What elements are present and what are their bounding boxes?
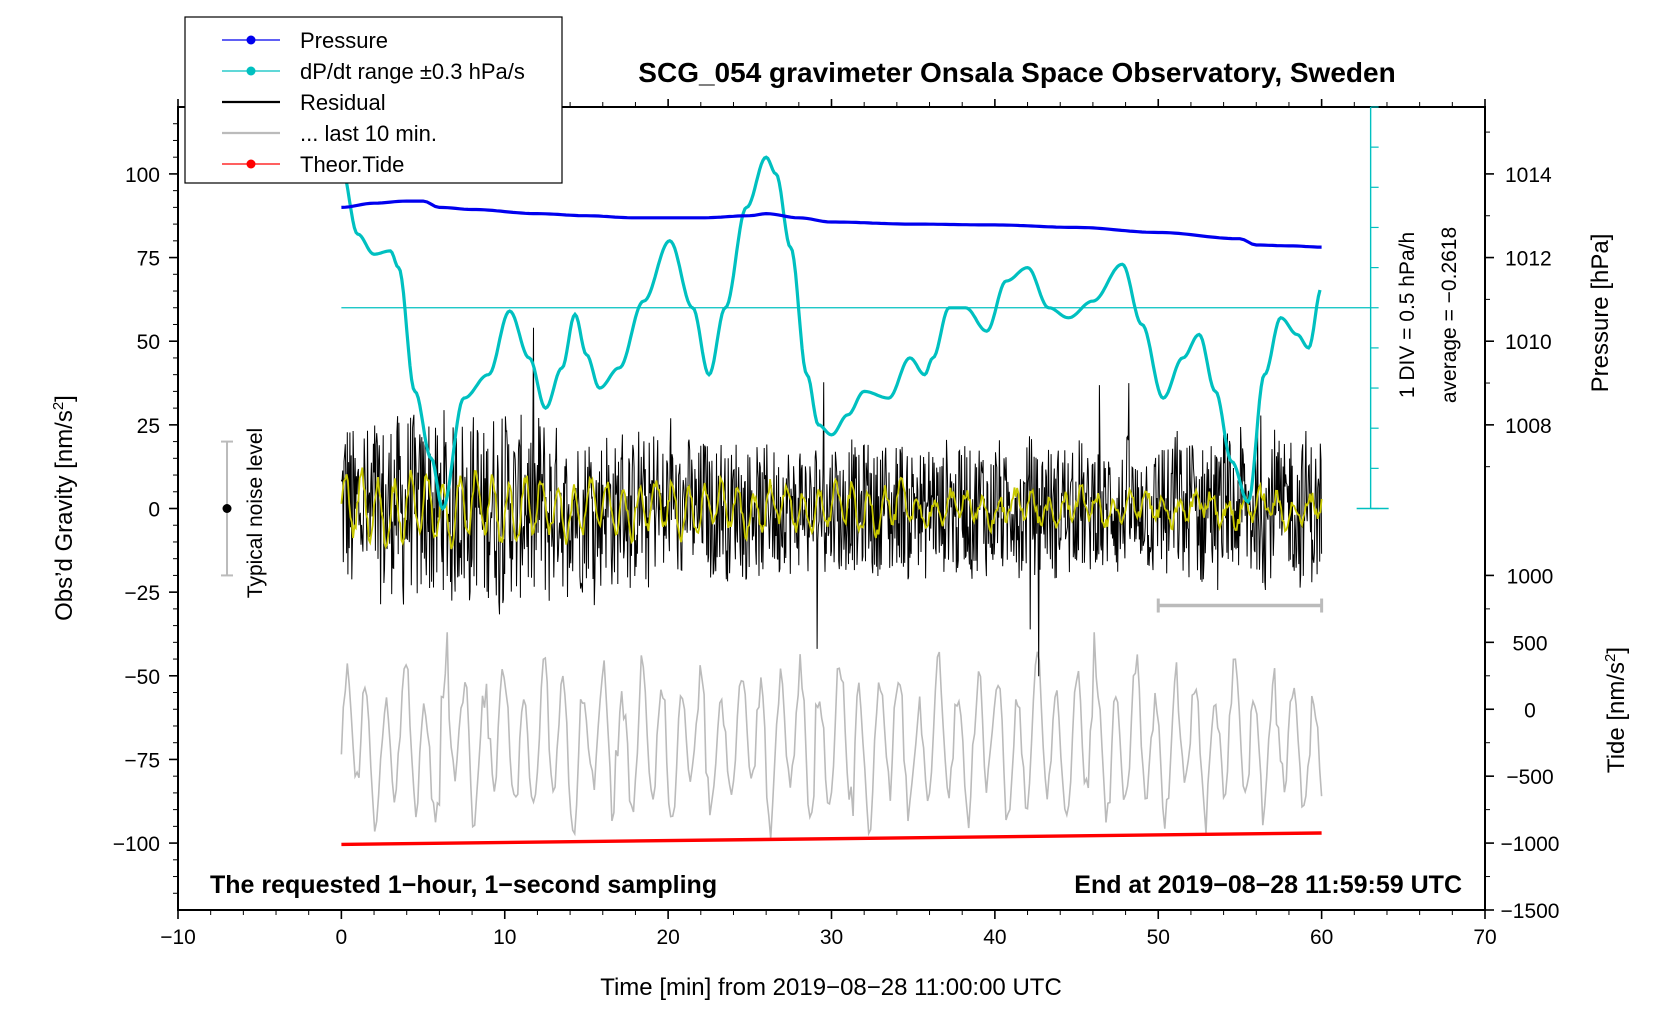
legend-label-pressure: Pressure [300, 28, 388, 53]
pressure-tick-label: 1012 [1505, 248, 1552, 271]
dpdt-average-label: average = −0.2618 [1438, 227, 1461, 403]
y-tick-label: 25 [137, 415, 160, 438]
y-axis-label-close: ] [51, 395, 78, 402]
y-tick-label: 75 [137, 248, 160, 271]
noise-level-label: Typical noise level [244, 428, 267, 598]
legend-label-residual: Residual [300, 90, 386, 115]
y-axis-label-sup: 2 [50, 402, 67, 410]
y-tick-label: −75 [124, 749, 160, 772]
y-tick-label: −100 [113, 833, 160, 856]
x-tick-label: 20 [656, 926, 679, 949]
tide-tick-label: 1000 [1507, 565, 1554, 588]
pressure-axis-ticks: 1008 1010 1012 1014 [1485, 131, 1552, 468]
y-tick-label: −50 [124, 666, 160, 689]
y-axis-ticks: −100 −75 −50 −25 0 25 50 75 100 [113, 123, 178, 894]
chart-title: SCG_054 gravimeter Onsala Space Observat… [638, 57, 1395, 88]
annotation-end-time: End at 2019−08−28 11:59:59 UTC [1074, 871, 1462, 899]
y-axis-label-main: Obs’d Gravity [nm/s [51, 410, 78, 621]
series-theor-tide-line [341, 831, 1322, 847]
pressure-tick-label: 1014 [1505, 164, 1552, 187]
tide-tick-label: 500 [1512, 632, 1547, 655]
tide-axis-label-sup: 2 [1602, 654, 1619, 662]
tide-tick-label: −1500 [1501, 900, 1560, 923]
annotation-sampling: The requested 1−hour, 1−second sampling [210, 871, 717, 899]
x-tick-label: 0 [336, 926, 348, 949]
tide-tick-label: 0 [1524, 699, 1536, 722]
legend-label-dpdt: dP/dt range ±0.3 hPa/s [300, 59, 525, 84]
tide-axis-ticks: −1500 −1000 −500 0 500 1000 [1485, 565, 1559, 923]
series-last-10-min-line [340, 632, 1323, 839]
x-tick-label: 70 [1473, 926, 1496, 949]
legend-marker-tide [246, 159, 256, 169]
legend-label-tide: Theor.Tide [300, 152, 404, 177]
tide-tick-label: −1000 [1501, 833, 1560, 856]
series-residual-line [340, 327, 1323, 677]
x-tick-label: 10 [493, 926, 516, 949]
tide-axis-label-main: Tide [nm/s [1603, 662, 1630, 773]
y-tick-label: 0 [148, 499, 160, 522]
y-tick-label: 100 [125, 164, 160, 187]
y-axis-label: Obs’d Gravity [nm/s2] [50, 395, 78, 621]
legend-marker-pressure [246, 35, 256, 45]
series-residual-smoothed-line [340, 467, 1323, 550]
series-pressure-line [341, 199, 1322, 249]
y-tick-label: −25 [124, 582, 160, 605]
noise-bar-center-dot [222, 504, 232, 513]
x-tick-label: 40 [983, 926, 1006, 949]
legend-marker-dpdt [246, 66, 256, 76]
noise-level-bar [221, 440, 234, 577]
tide-axis-label: Tide [nm/s2] [1602, 647, 1630, 773]
y-tick-label: 50 [137, 331, 160, 354]
pressure-axis-label: Pressure [hPa] [1587, 234, 1614, 393]
tide-tick-label: −500 [1506, 766, 1553, 789]
dpdt-div-label: 1 DIV = 0.5 hPa/h [1396, 232, 1419, 398]
pressure-tick-label: 1008 [1505, 415, 1552, 438]
x-axis-label: Time [min] from 2019−08−28 11:00:00 UTC [600, 974, 1062, 1001]
legend-box [184, 16, 563, 184]
pressure-tick-label: 1010 [1505, 331, 1552, 354]
legend: Pressure dP/dt range ±0.3 hPa/s Residual… [184, 16, 563, 184]
last-10-min-range-bar [1156, 598, 1324, 613]
x-tick-label: 60 [1310, 926, 1333, 949]
x-tick-label: 30 [820, 926, 843, 949]
x-tick-label: 50 [1147, 926, 1170, 949]
series-dpdt-line [340, 155, 1322, 511]
legend-label-last10: ... last 10 min. [300, 121, 437, 146]
x-tick-label: −10 [160, 926, 196, 949]
tide-axis-label-close: ] [1603, 647, 1630, 654]
